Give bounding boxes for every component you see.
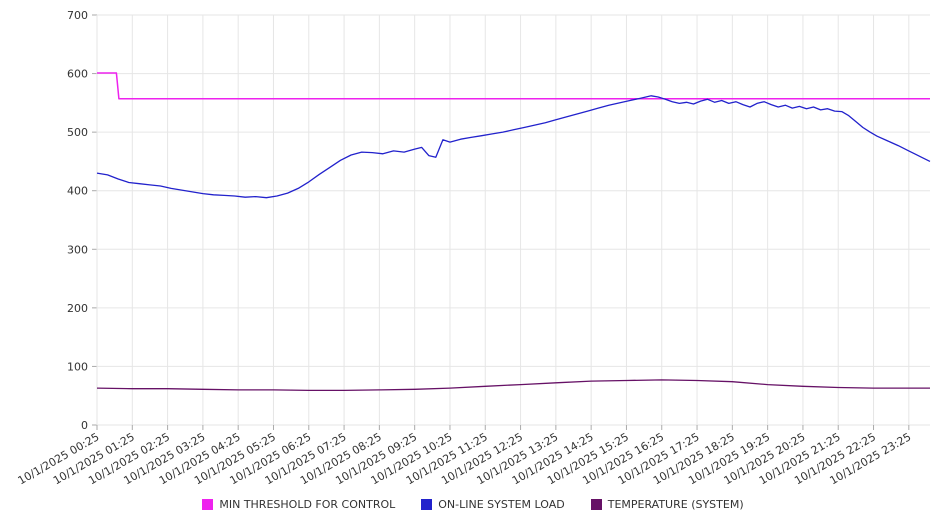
svg-text:100: 100 <box>67 360 88 373</box>
y-grid: 0 100 200 300 400 500 600 700 <box>67 9 930 432</box>
legend-item-temperature[interactable]: TEMPERATURE (SYSTEM) <box>590 498 744 511</box>
svg-text:600: 600 <box>67 68 88 81</box>
series-line-2 <box>96 379 930 392</box>
series-line-1 <box>96 95 931 199</box>
svg-text:500: 500 <box>67 126 88 139</box>
legend-item-system-load[interactable]: ON-LINE SYSTEM LOAD <box>421 498 565 511</box>
svg-text:300: 300 <box>67 243 88 256</box>
svg-text:0: 0 <box>81 419 88 432</box>
legend-label: ON-LINE SYSTEM LOAD <box>438 498 565 511</box>
legend-item-min-threshold[interactable]: MIN THRESHOLD FOR CONTROL <box>202 498 395 511</box>
svg-text:700: 700 <box>67 9 88 22</box>
legend-swatch <box>590 499 602 510</box>
svg-text:200: 200 <box>67 302 88 315</box>
svg-text:400: 400 <box>67 185 88 198</box>
legend-label: TEMPERATURE (SYSTEM) <box>607 498 744 511</box>
chart-legend: MIN THRESHOLD FOR CONTROL ON-LINE SYSTEM… <box>0 498 946 511</box>
legend-swatch <box>421 499 433 510</box>
legend-label: MIN THRESHOLD FOR CONTROL <box>219 498 396 511</box>
series-line-0 <box>97 72 930 100</box>
legend-swatch <box>202 499 214 510</box>
